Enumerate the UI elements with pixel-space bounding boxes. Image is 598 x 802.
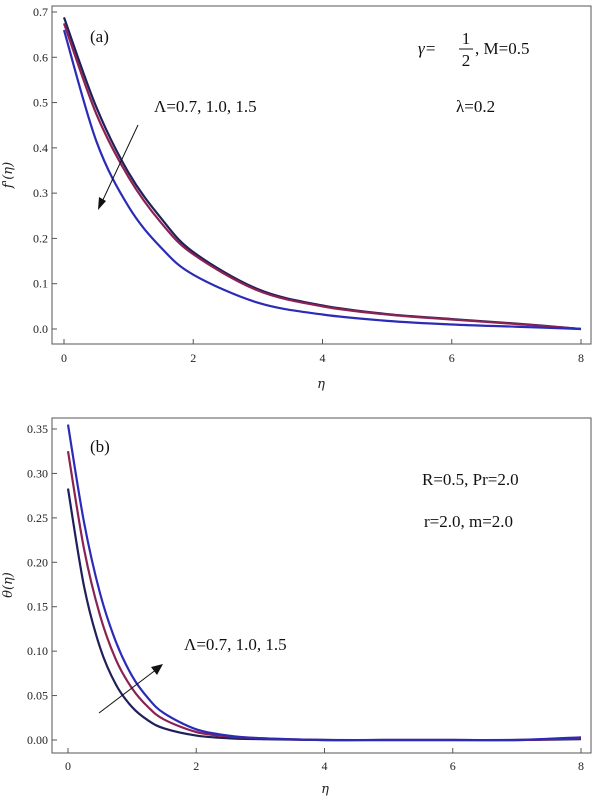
x-tick-label: 4 [322, 759, 328, 773]
x-tick-label: 8 [578, 351, 584, 365]
param-annotation-a: Λ=0.7, 1.0, 1.5 [154, 97, 257, 116]
y-ticks-a: 0.0 0.1 0.2 0.3 0.4 0.5 0.6 0.7 [33, 5, 57, 336]
panel-label-a: (a) [90, 27, 109, 46]
series-line-2 [66, 451, 582, 742]
param-arrow-a [100, 124, 139, 205]
param-arrowhead-b [151, 664, 163, 675]
y-tick-label: 0.3 [33, 186, 48, 200]
gamma-prefix: γ= [418, 39, 436, 58]
y-tick-label: 0.20 [27, 555, 48, 569]
curves-b [66, 424, 582, 742]
curves-a [62, 17, 582, 331]
y-axis-title-a: f'(η) [1, 162, 16, 189]
x-tick-label: 2 [193, 759, 199, 773]
x-tick-label: 6 [449, 351, 455, 365]
series-line-3 [62, 29, 582, 331]
gamma-numerator: 1 [462, 29, 471, 48]
x-tick-label: 0 [65, 759, 71, 773]
lambda-annotation: λ=0.2 [456, 97, 495, 116]
plot-frame-a [51, 5, 592, 345]
series-line-3 [66, 424, 582, 742]
gamma-suffix: , M=0.5 [475, 39, 529, 58]
x-tick-label: 6 [450, 759, 456, 773]
param-arrowhead-a [98, 197, 106, 210]
y-tick-label: 0.6 [33, 50, 48, 64]
y-axis-title-b: θ(η) [1, 572, 16, 598]
annotation-r-m: r=2.0, m=2.0 [424, 512, 513, 531]
param-arrow-b [98, 668, 158, 714]
panel-a: 0 2 4 6 8 0.0 0.1 0.2 0.3 0.4 0.5 0.6 0.7 (a) η f'(… [1, 5, 592, 392]
y-tick-label: 0.10 [27, 644, 48, 658]
series-line-1 [62, 17, 582, 331]
annotation-r-pr: R=0.5, Pr=2.0 [422, 470, 519, 489]
series-line-2 [62, 22, 582, 331]
y-tick-label: 0.05 [27, 689, 48, 703]
y-tick-label: 0.1 [33, 277, 48, 291]
panel-label-b: (b) [90, 437, 110, 456]
x-tick-label: 2 [190, 351, 196, 365]
y-tick-label: 0.2 [33, 231, 48, 245]
x-ticks-b: 0 2 4 6 8 [65, 748, 584, 773]
y-tick-label: 0.25 [27, 511, 48, 525]
panel-b: 0 2 4 6 8 0.00 0.05 0.10 0.15 0.20 0.25 0.30 0.35 (… [1, 417, 592, 797]
x-axis-title-b: η [321, 782, 329, 797]
x-tick-label: 4 [320, 351, 326, 365]
y-tick-label: 0.30 [27, 466, 48, 480]
y-tick-label: 0.15 [27, 600, 48, 614]
y-tick-label: 0.5 [33, 96, 48, 110]
param-annotation-b: Λ=0.7, 1.0, 1.5 [184, 635, 287, 654]
y-tick-label: 0.4 [33, 141, 48, 155]
y-tick-label: 0.00 [27, 733, 48, 747]
plot-frame-b [51, 417, 592, 754]
y-ticks-b: 0.00 0.05 0.10 0.15 0.20 0.25 0.30 0.35 [27, 422, 57, 747]
x-tick-label: 8 [578, 759, 584, 773]
gamma-denominator: 2 [462, 51, 471, 70]
y-tick-label: 0.7 [33, 5, 48, 19]
y-tick-label: 0.35 [27, 422, 48, 436]
y-tick-label: 0.0 [33, 322, 48, 336]
x-tick-label: 0 [61, 351, 67, 365]
x-axis-title-a: η [317, 377, 325, 392]
x-ticks-a: 0 2 4 6 8 [61, 339, 584, 365]
